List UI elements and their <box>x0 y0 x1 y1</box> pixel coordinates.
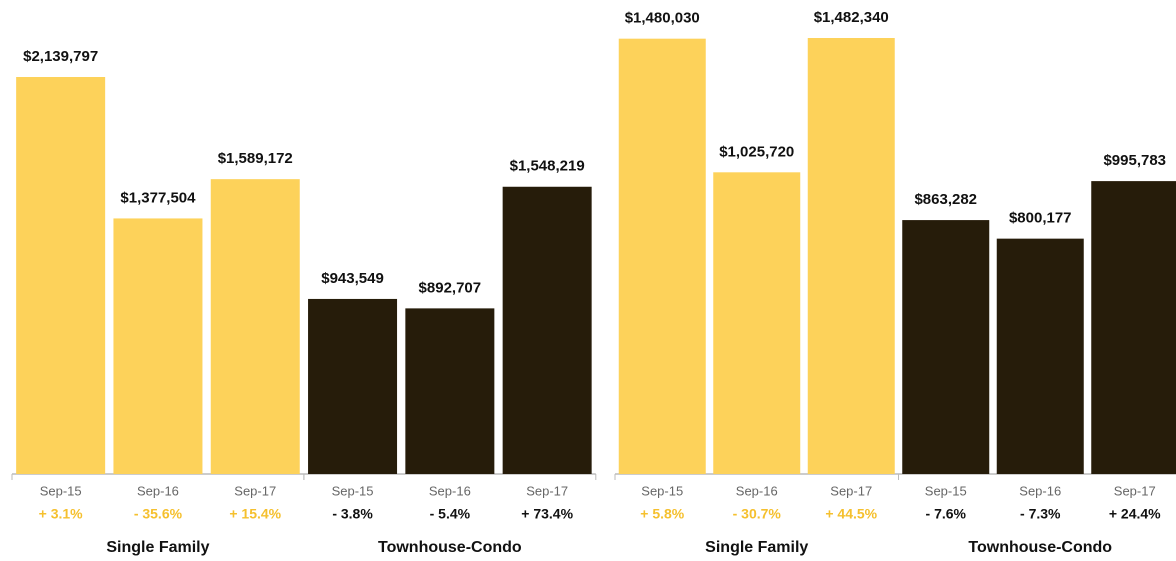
group-label: Townhouse-Condo <box>968 539 1112 556</box>
group-label: Single Family <box>106 539 209 556</box>
change-label: - 3.8% <box>332 506 373 522</box>
bar <box>713 172 801 475</box>
category-label: Sep-17 <box>234 483 276 498</box>
value-label: $863,282 <box>914 191 977 208</box>
value-label: $943,549 <box>321 270 384 287</box>
bar <box>113 218 203 474</box>
bar <box>502 186 592 475</box>
bar <box>16 77 106 474</box>
category-label: Sep-17 <box>526 483 568 498</box>
category-label: Sep-17 <box>1114 483 1156 498</box>
change-label: + 5.8% <box>640 506 685 522</box>
bar <box>1091 181 1176 475</box>
bar <box>807 38 895 474</box>
category-label: Sep-15 <box>332 483 374 498</box>
category-label: Sep-15 <box>641 483 683 498</box>
value-label: $2,139,797 <box>23 48 98 65</box>
category-label: Sep-16 <box>736 483 778 498</box>
change-label: + 44.5% <box>825 506 877 522</box>
change-label: - 7.6% <box>926 506 967 522</box>
value-label: $1,377,504 <box>120 189 196 206</box>
change-label: + 24.4% <box>1109 506 1161 522</box>
value-label: $995,783 <box>1103 152 1166 169</box>
value-label: $1,482,340 <box>814 9 889 26</box>
value-label: $1,025,720 <box>719 143 794 160</box>
bar <box>405 308 495 474</box>
change-label: + 73.4% <box>521 506 573 522</box>
bar <box>210 179 300 475</box>
change-label: - 30.7% <box>733 506 782 522</box>
value-label: $800,177 <box>1009 210 1072 227</box>
bar <box>996 238 1084 474</box>
category-label: Sep-15 <box>925 483 967 498</box>
category-label: Sep-17 <box>830 483 872 498</box>
category-label: Sep-16 <box>429 483 471 498</box>
bar <box>308 298 398 474</box>
change-label: + 15.4% <box>229 506 281 522</box>
value-label: $1,480,030 <box>625 10 700 27</box>
group-label: Townhouse-Condo <box>378 539 522 556</box>
change-label: + 3.1% <box>39 506 84 522</box>
bar <box>902 220 990 474</box>
value-label: $892,707 <box>419 279 482 296</box>
bar <box>618 38 706 474</box>
value-label: $1,589,172 <box>218 150 293 167</box>
value-label: $1,548,219 <box>510 158 585 175</box>
group-label: Single Family <box>705 539 808 556</box>
change-label: - 35.6% <box>134 506 183 522</box>
category-label: Sep-16 <box>137 483 179 498</box>
change-label: - 5.4% <box>430 506 471 522</box>
category-label: Sep-16 <box>1019 483 1061 498</box>
change-label: - 7.3% <box>1020 506 1061 522</box>
category-label: Sep-15 <box>40 483 82 498</box>
